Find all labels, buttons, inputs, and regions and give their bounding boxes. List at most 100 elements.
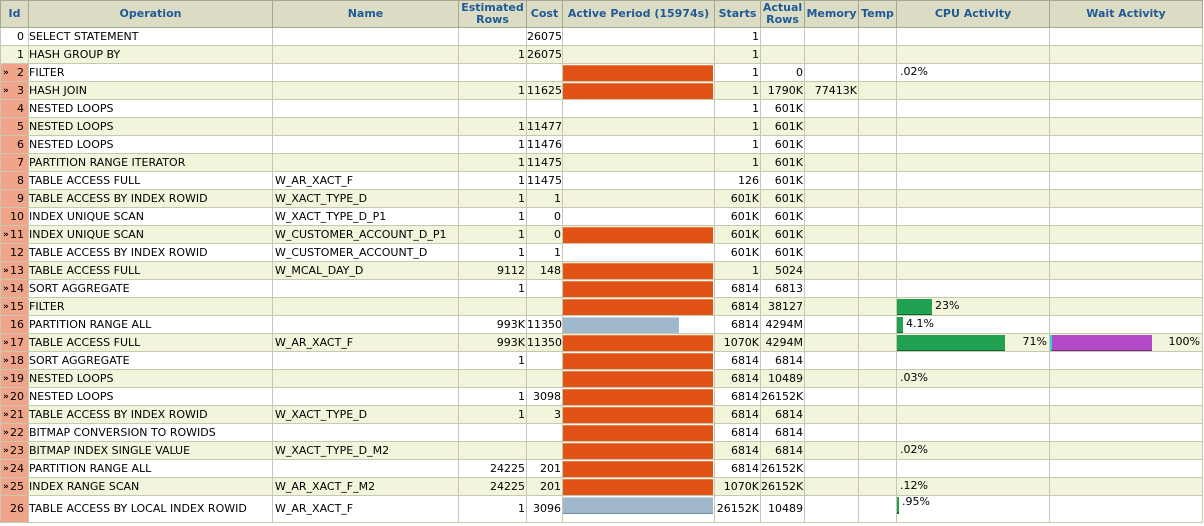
col-header-id[interactable]: Id [0, 0, 29, 28]
cell-operation[interactable]: TABLE ACCESS BY INDEX ROWID [28, 189, 273, 208]
cell-name[interactable] [272, 279, 459, 298]
table-row[interactable]: » 22 BITMAP CONVERSION TO ROWIDS 6814 6814 [0, 423, 1203, 442]
col-header-active-period[interactable]: Active Period (15974s) [562, 0, 715, 28]
col-header-memory[interactable]: Memory [804, 0, 859, 28]
table-row[interactable]: » 17 TABLE ACCESS FULL W_AR_XACT_F 993K 11350… [0, 333, 1203, 352]
cell-wait-activity[interactable] [1049, 171, 1203, 190]
cell-name[interactable] [272, 63, 459, 82]
table-row[interactable]: 8 TABLE ACCESS FULL W_AR_XACT_F 1 11475 126 60… [0, 171, 1203, 190]
cell-id[interactable]: 0 [0, 27, 29, 46]
cell-cpu-activity[interactable] [896, 117, 1050, 136]
cell-operation[interactable]: FILTER [28, 297, 273, 316]
cell-id[interactable]: » 11 [0, 225, 29, 244]
cell-wait-activity[interactable] [1049, 207, 1203, 226]
cell-operation[interactable]: SORT AGGREGATE [28, 279, 273, 298]
table-row[interactable]: » 25 INDEX RANGE SCAN W_AR_XACT_F_M2 24225 20… [0, 477, 1203, 496]
col-header-actual-rows[interactable]: Actual Rows [760, 0, 805, 28]
cell-cpu-activity[interactable] [896, 243, 1050, 262]
table-row[interactable]: » 19 NESTED LOOPS 6814 10489.03% [0, 369, 1203, 388]
cell-wait-activity[interactable] [1049, 99, 1203, 118]
cell-wait-activity[interactable] [1049, 225, 1203, 244]
cell-operation[interactable]: TABLE ACCESS BY INDEX ROWID [28, 243, 273, 262]
cell-id[interactable]: 16 [0, 315, 29, 334]
cell-id[interactable]: 6 [0, 135, 29, 154]
cell-cpu-activity[interactable] [896, 153, 1050, 172]
cell-id[interactable]: » 17 [0, 333, 29, 352]
active-period-bar[interactable] [563, 65, 713, 81]
col-header-temp[interactable]: Temp [858, 0, 897, 28]
col-header-wait-activity[interactable]: Wait Activity [1049, 0, 1203, 28]
table-row[interactable]: » 23 BITMAP INDEX SINGLE VALUE W_XACT_TYPE_… [0, 441, 1203, 460]
cell-cpu-activity[interactable] [896, 45, 1050, 64]
col-header-starts[interactable]: Starts [714, 0, 761, 28]
cell-id[interactable]: » 24 [0, 459, 29, 478]
cell-operation[interactable]: PARTITION RANGE ALL [28, 315, 273, 334]
cell-name[interactable]: W_CUSTOMER_ACCOUNT_D [272, 243, 459, 262]
cell-name[interactable]: W_XACT_TYPE_D [272, 189, 459, 208]
cell-id[interactable]: » 14 [0, 279, 29, 298]
cell-operation[interactable]: TABLE ACCESS FULL [28, 261, 273, 280]
cell-cpu-activity[interactable]: 23% [896, 297, 1050, 316]
cell-operation[interactable]: BITMAP INDEX SINGLE VALUE [28, 441, 273, 460]
table-row[interactable]: 4 NESTED LOOPS 1 601K [0, 99, 1203, 118]
active-period-bar[interactable] [563, 407, 713, 423]
cell-wait-activity[interactable] [1049, 189, 1203, 208]
cell-id[interactable]: 7 [0, 153, 29, 172]
cell-operation[interactable]: SORT AGGREGATE [28, 351, 273, 370]
table-row[interactable]: » 13 TABLE ACCESS FULL W_MCAL_DAY_D 9112 148 1… [0, 261, 1203, 280]
cell-operation[interactable]: TABLE ACCESS BY INDEX ROWID [28, 405, 273, 424]
cell-operation[interactable]: NESTED LOOPS [28, 135, 273, 154]
cell-cpu-activity[interactable] [896, 351, 1050, 370]
cell-cpu-activity[interactable] [896, 27, 1050, 46]
cell-cpu-activity[interactable] [896, 279, 1050, 298]
table-row[interactable]: 1 HASH GROUP BY 1 26075 1 [0, 45, 1203, 64]
col-header-estimated-rows[interactable]: Estimated Rows [458, 0, 527, 28]
table-row[interactable]: 26 TABLE ACCESS BY LOCAL INDEX ROWID W_AR_… [0, 495, 1203, 523]
table-row[interactable]: 12 TABLE ACCESS BY INDEX ROWID W_CUSTOMER_… [0, 243, 1203, 262]
cell-wait-activity[interactable] [1049, 405, 1203, 424]
cell-wait-activity[interactable] [1049, 81, 1203, 100]
cell-name[interactable] [272, 315, 459, 334]
cell-name[interactable] [272, 99, 459, 118]
active-period-bar[interactable] [563, 353, 713, 369]
active-period-bar[interactable] [563, 281, 713, 297]
active-period-bar[interactable] [563, 335, 713, 351]
table-row[interactable]: 10 INDEX UNIQUE SCAN W_XACT_TYPE_D_P1 1 0 601… [0, 207, 1203, 226]
cell-cpu-activity[interactable] [896, 99, 1050, 118]
cell-name[interactable]: W_XACT_TYPE_D_P1 [272, 207, 459, 226]
cell-wait-activity[interactable] [1049, 369, 1203, 388]
cell-name[interactable]: W_XACT_TYPE_D_M2 [272, 441, 459, 460]
cell-cpu-activity[interactable] [896, 423, 1050, 442]
cell-operation[interactable]: BITMAP CONVERSION TO ROWIDS [28, 423, 273, 442]
active-period-bar[interactable] [563, 479, 713, 495]
cell-wait-activity[interactable] [1049, 297, 1203, 316]
cell-wait-activity[interactable] [1049, 261, 1203, 280]
cell-operation[interactable]: TABLE ACCESS FULL [28, 333, 273, 352]
col-header-cost[interactable]: Cost [526, 0, 563, 28]
col-header-name[interactable]: Name [272, 0, 459, 28]
cell-wait-activity[interactable] [1049, 351, 1203, 370]
cell-name[interactable] [272, 351, 459, 370]
table-row[interactable]: » 24 PARTITION RANGE ALL 24225 201 6814 26152K [0, 459, 1203, 478]
cell-wait-activity[interactable] [1049, 117, 1203, 136]
cell-operation[interactable]: INDEX UNIQUE SCAN [28, 225, 273, 244]
cell-name[interactable]: W_XACT_TYPE_D [272, 405, 459, 424]
cell-operation[interactable]: NESTED LOOPS [28, 99, 273, 118]
active-period-bar[interactable] [563, 83, 713, 99]
cell-wait-activity[interactable]: 100% [1049, 333, 1203, 352]
col-header-operation[interactable]: Operation [28, 0, 273, 28]
table-row[interactable]: 9 TABLE ACCESS BY INDEX ROWID W_XACT_TYPE_… [0, 189, 1203, 208]
cell-id[interactable]: » 3 [0, 81, 29, 100]
cell-id[interactable]: 4 [0, 99, 29, 118]
cell-operation[interactable]: INDEX UNIQUE SCAN [28, 207, 273, 226]
active-period-bar[interactable] [563, 227, 713, 243]
cell-id[interactable]: » 21 [0, 405, 29, 424]
cell-name[interactable]: W_CUSTOMER_ACCOUNT_D_P1 [272, 225, 459, 244]
cell-cpu-activity[interactable] [896, 81, 1050, 100]
cell-name[interactable] [272, 27, 459, 46]
active-period-bar[interactable] [563, 497, 713, 514]
cell-cpu-activity[interactable] [896, 225, 1050, 244]
table-row[interactable]: » 21 TABLE ACCESS BY INDEX ROWID W_XACT_TYP… [0, 405, 1203, 424]
table-row[interactable]: » 18 SORT AGGREGATE 1 6814 6814 [0, 351, 1203, 370]
cell-cpu-activity[interactable] [896, 135, 1050, 154]
